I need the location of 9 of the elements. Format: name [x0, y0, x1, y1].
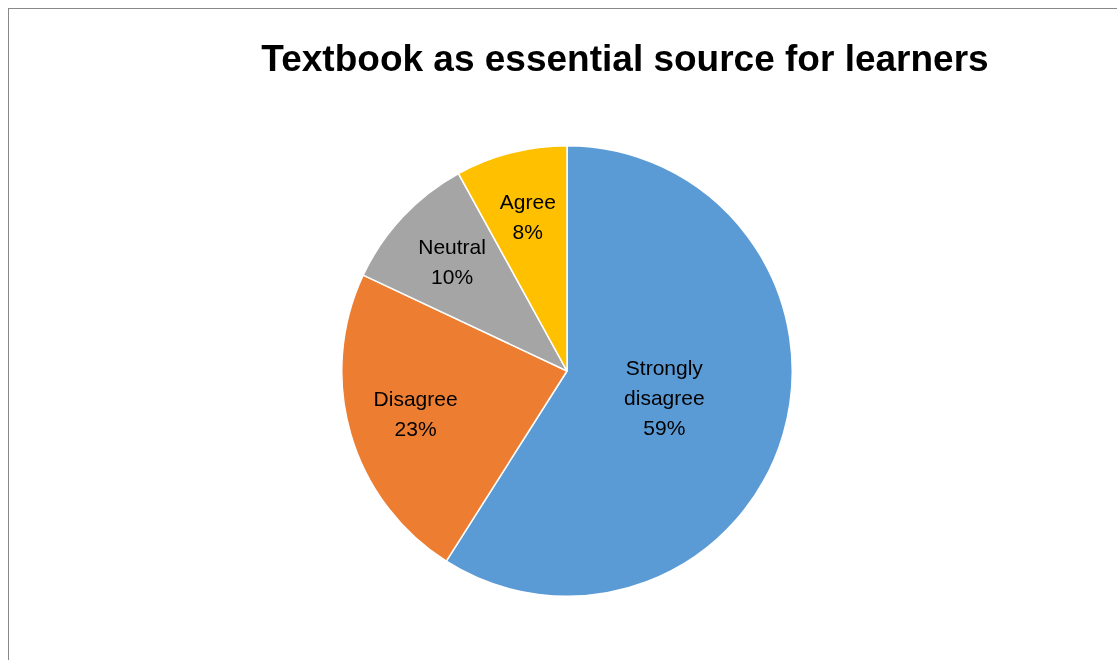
data-label: 10%	[431, 264, 474, 288]
chart-title: Textbook as essential source for learners	[260, 38, 990, 80]
data-label: 8%	[512, 220, 543, 244]
slice-label: Neutral	[418, 234, 486, 258]
slice-label: Strongly disagree	[624, 356, 705, 410]
slice-label: Agree	[499, 190, 556, 214]
data-label: 23%	[394, 416, 437, 440]
slice-label: Disagree	[373, 386, 458, 410]
data-label: 59%	[643, 416, 686, 440]
